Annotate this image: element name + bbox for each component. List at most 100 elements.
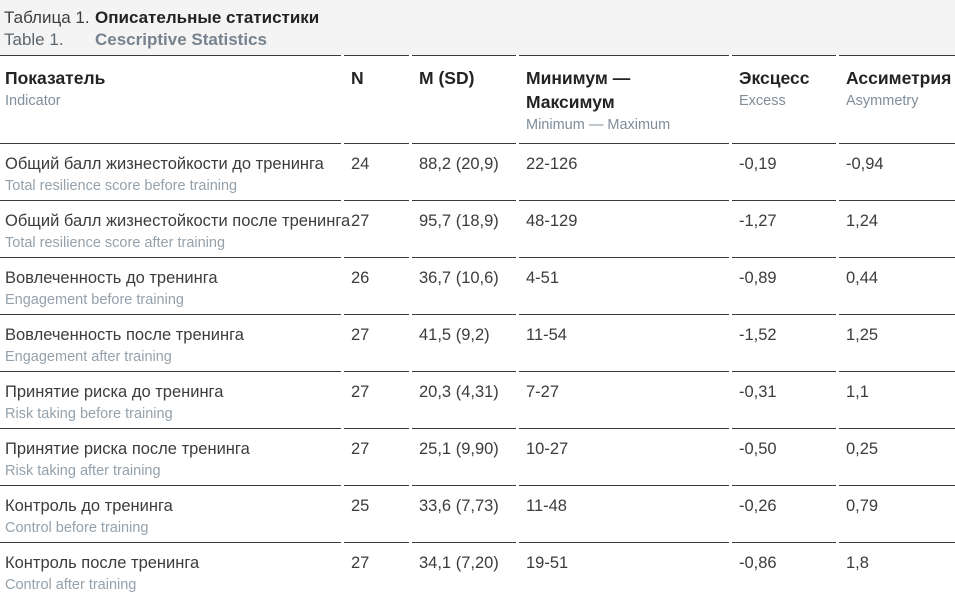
indicator-ru: Общий балл жизнестойкости после тренинга [5, 212, 351, 230]
cell-n: 24 [344, 143, 409, 200]
asymmetry-value: 1,25 [846, 326, 879, 344]
n-value: 27 [351, 383, 370, 401]
indicator-en: Total resilience score before training [5, 178, 238, 194]
table-row: Принятие риска до тренинга Risk taking b… [0, 371, 955, 428]
indicator-ru: Вовлеченность до тренинга [5, 269, 218, 287]
table-row: Вовлеченность до тренинга Engagement bef… [0, 257, 955, 314]
table-header: Показатель Indicator N M (SD) Минимум — … [0, 55, 955, 143]
cell-indicator: Принятие риска после тренинга Risk takin… [0, 428, 341, 485]
cell-asymmetry: 1,8 [839, 542, 955, 599]
cell-asymmetry: 0,79 [839, 485, 955, 542]
caption-label-en: Table 1. [4, 30, 64, 49]
asymmetry-value: 0,44 [846, 269, 879, 287]
cell-minmax: 4-51 [519, 257, 729, 314]
cell-n: 27 [344, 542, 409, 599]
col-header-minmax: Минимум — Максимум Minimum — Maximum [519, 55, 729, 143]
cell-indicator: Общий балл жизнестойкости после тренинга… [0, 200, 351, 257]
cell-asymmetry: 1,24 [839, 200, 955, 257]
cell-msd: 34,1 (7,20) [412, 542, 516, 599]
col-header-indicator-ru: Показатель [5, 68, 106, 88]
indicator-ru: Вовлеченность после тренинга [5, 326, 244, 344]
cell-msd: 95,7 (18,9) [412, 200, 516, 257]
indicator-ru: Контроль до тренинга [5, 497, 173, 515]
cell-n: 27 [344, 200, 409, 257]
excess-value: -0,31 [739, 383, 777, 401]
asymmetry-value: 1,8 [846, 554, 869, 572]
cell-minmax: 22-126 [519, 143, 729, 200]
indicator-ru: Общий балл жизнестойкости до тренинга [5, 155, 324, 173]
cell-excess: -0,50 [732, 428, 836, 485]
msd-value: 33,6 (7,73) [419, 497, 499, 515]
cell-n: 25 [344, 485, 409, 542]
cell-n: 27 [344, 314, 409, 371]
msd-value: 95,7 (18,9) [419, 212, 499, 230]
n-value: 24 [351, 155, 370, 173]
msd-value: 34,1 (7,20) [419, 554, 499, 572]
n-value: 25 [351, 497, 370, 515]
table-row: Общий балл жизнестойкости до тренинга To… [0, 143, 955, 200]
cell-minmax: 19-51 [519, 542, 729, 599]
table-row: Вовлеченность после тренинга Engagement … [0, 314, 955, 371]
col-header-indicator: Показатель Indicator [0, 55, 341, 143]
cell-n: 27 [344, 371, 409, 428]
cell-msd: 33,6 (7,73) [412, 485, 516, 542]
cell-excess: -0,31 [732, 371, 836, 428]
indicator-ru: Принятие риска до тренинга [5, 383, 224, 401]
cell-msd: 25,1 (9,90) [412, 428, 516, 485]
n-value: 27 [351, 212, 370, 230]
minmax-value: 19-51 [526, 554, 569, 572]
asymmetry-value: 0,79 [846, 497, 879, 515]
msd-value: 25,1 (9,90) [419, 440, 499, 458]
cell-indicator: Вовлеченность после тренинга Engagement … [0, 314, 341, 371]
col-header-indicator-en: Indicator [5, 93, 61, 109]
excess-value: -0,26 [739, 497, 777, 515]
asymmetry-value: 1,1 [846, 383, 869, 401]
cell-excess: -0,19 [732, 143, 836, 200]
table-row: Контроль после тренинга Control after tr… [0, 542, 955, 599]
minmax-value: 11-54 [526, 326, 567, 344]
cell-msd: 88,2 (20,9) [412, 143, 516, 200]
n-value: 27 [351, 554, 370, 572]
cell-indicator: Вовлеченность до тренинга Engagement bef… [0, 257, 341, 314]
caption-line-english: Table 1. Cescriptive Statistics [4, 29, 955, 51]
col-header-excess: Эксцесс Excess [732, 55, 836, 143]
minmax-value: 22-126 [526, 155, 578, 173]
indicator-en: Risk taking after training [5, 463, 161, 479]
n-value: 27 [351, 440, 370, 458]
minmax-value: 11-48 [526, 497, 567, 515]
indicator-ru: Контроль после тренинга [5, 554, 200, 572]
cell-n: 27 [344, 428, 409, 485]
col-header-minmax-en: Minimum — Maximum [526, 117, 671, 133]
indicator-en: Control before training [5, 520, 149, 536]
indicator-en: Engagement after training [5, 349, 172, 365]
col-header-asymmetry: Ассиметрия Asymmetry [839, 55, 955, 143]
n-value: 26 [351, 269, 370, 287]
header-row: Показатель Indicator N M (SD) Минимум — … [0, 55, 955, 143]
cell-asymmetry: 1,1 [839, 371, 955, 428]
table-caption: Таблица 1. Описательные статистики Table … [0, 0, 955, 55]
excess-value: -0,86 [739, 554, 777, 572]
caption-line-russian: Таблица 1. Описательные статистики [4, 7, 955, 29]
excess-value: -0,89 [739, 269, 777, 287]
caption-title-en: Cescriptive Statistics [95, 30, 267, 49]
cell-excess: -0,26 [732, 485, 836, 542]
cell-msd: 36,7 (10,6) [412, 257, 516, 314]
excess-value: -0,50 [739, 440, 777, 458]
asymmetry-value: 0,25 [846, 440, 879, 458]
col-header-excess-en: Excess [739, 93, 786, 109]
col-header-asymmetry-ru: Ассиметрия [846, 68, 952, 88]
cell-n: 26 [344, 257, 409, 314]
table-body: Общий балл жизнестойкости до тренинга To… [0, 143, 955, 599]
cell-minmax: 48-129 [519, 200, 729, 257]
cell-excess: -0,86 [732, 542, 836, 599]
msd-value: 41,5 (9,2) [419, 326, 490, 344]
cell-minmax: 10-27 [519, 428, 729, 485]
cell-minmax: 11-54 [519, 314, 729, 371]
indicator-en: Engagement before training [5, 292, 184, 308]
table-row: Контроль до тренинга Control before trai… [0, 485, 955, 542]
cell-asymmetry: 1,25 [839, 314, 955, 371]
cell-minmax: 7-27 [519, 371, 729, 428]
excess-value: -1,27 [739, 212, 777, 230]
msd-value: 36,7 (10,6) [419, 269, 499, 287]
n-value: 27 [351, 326, 370, 344]
